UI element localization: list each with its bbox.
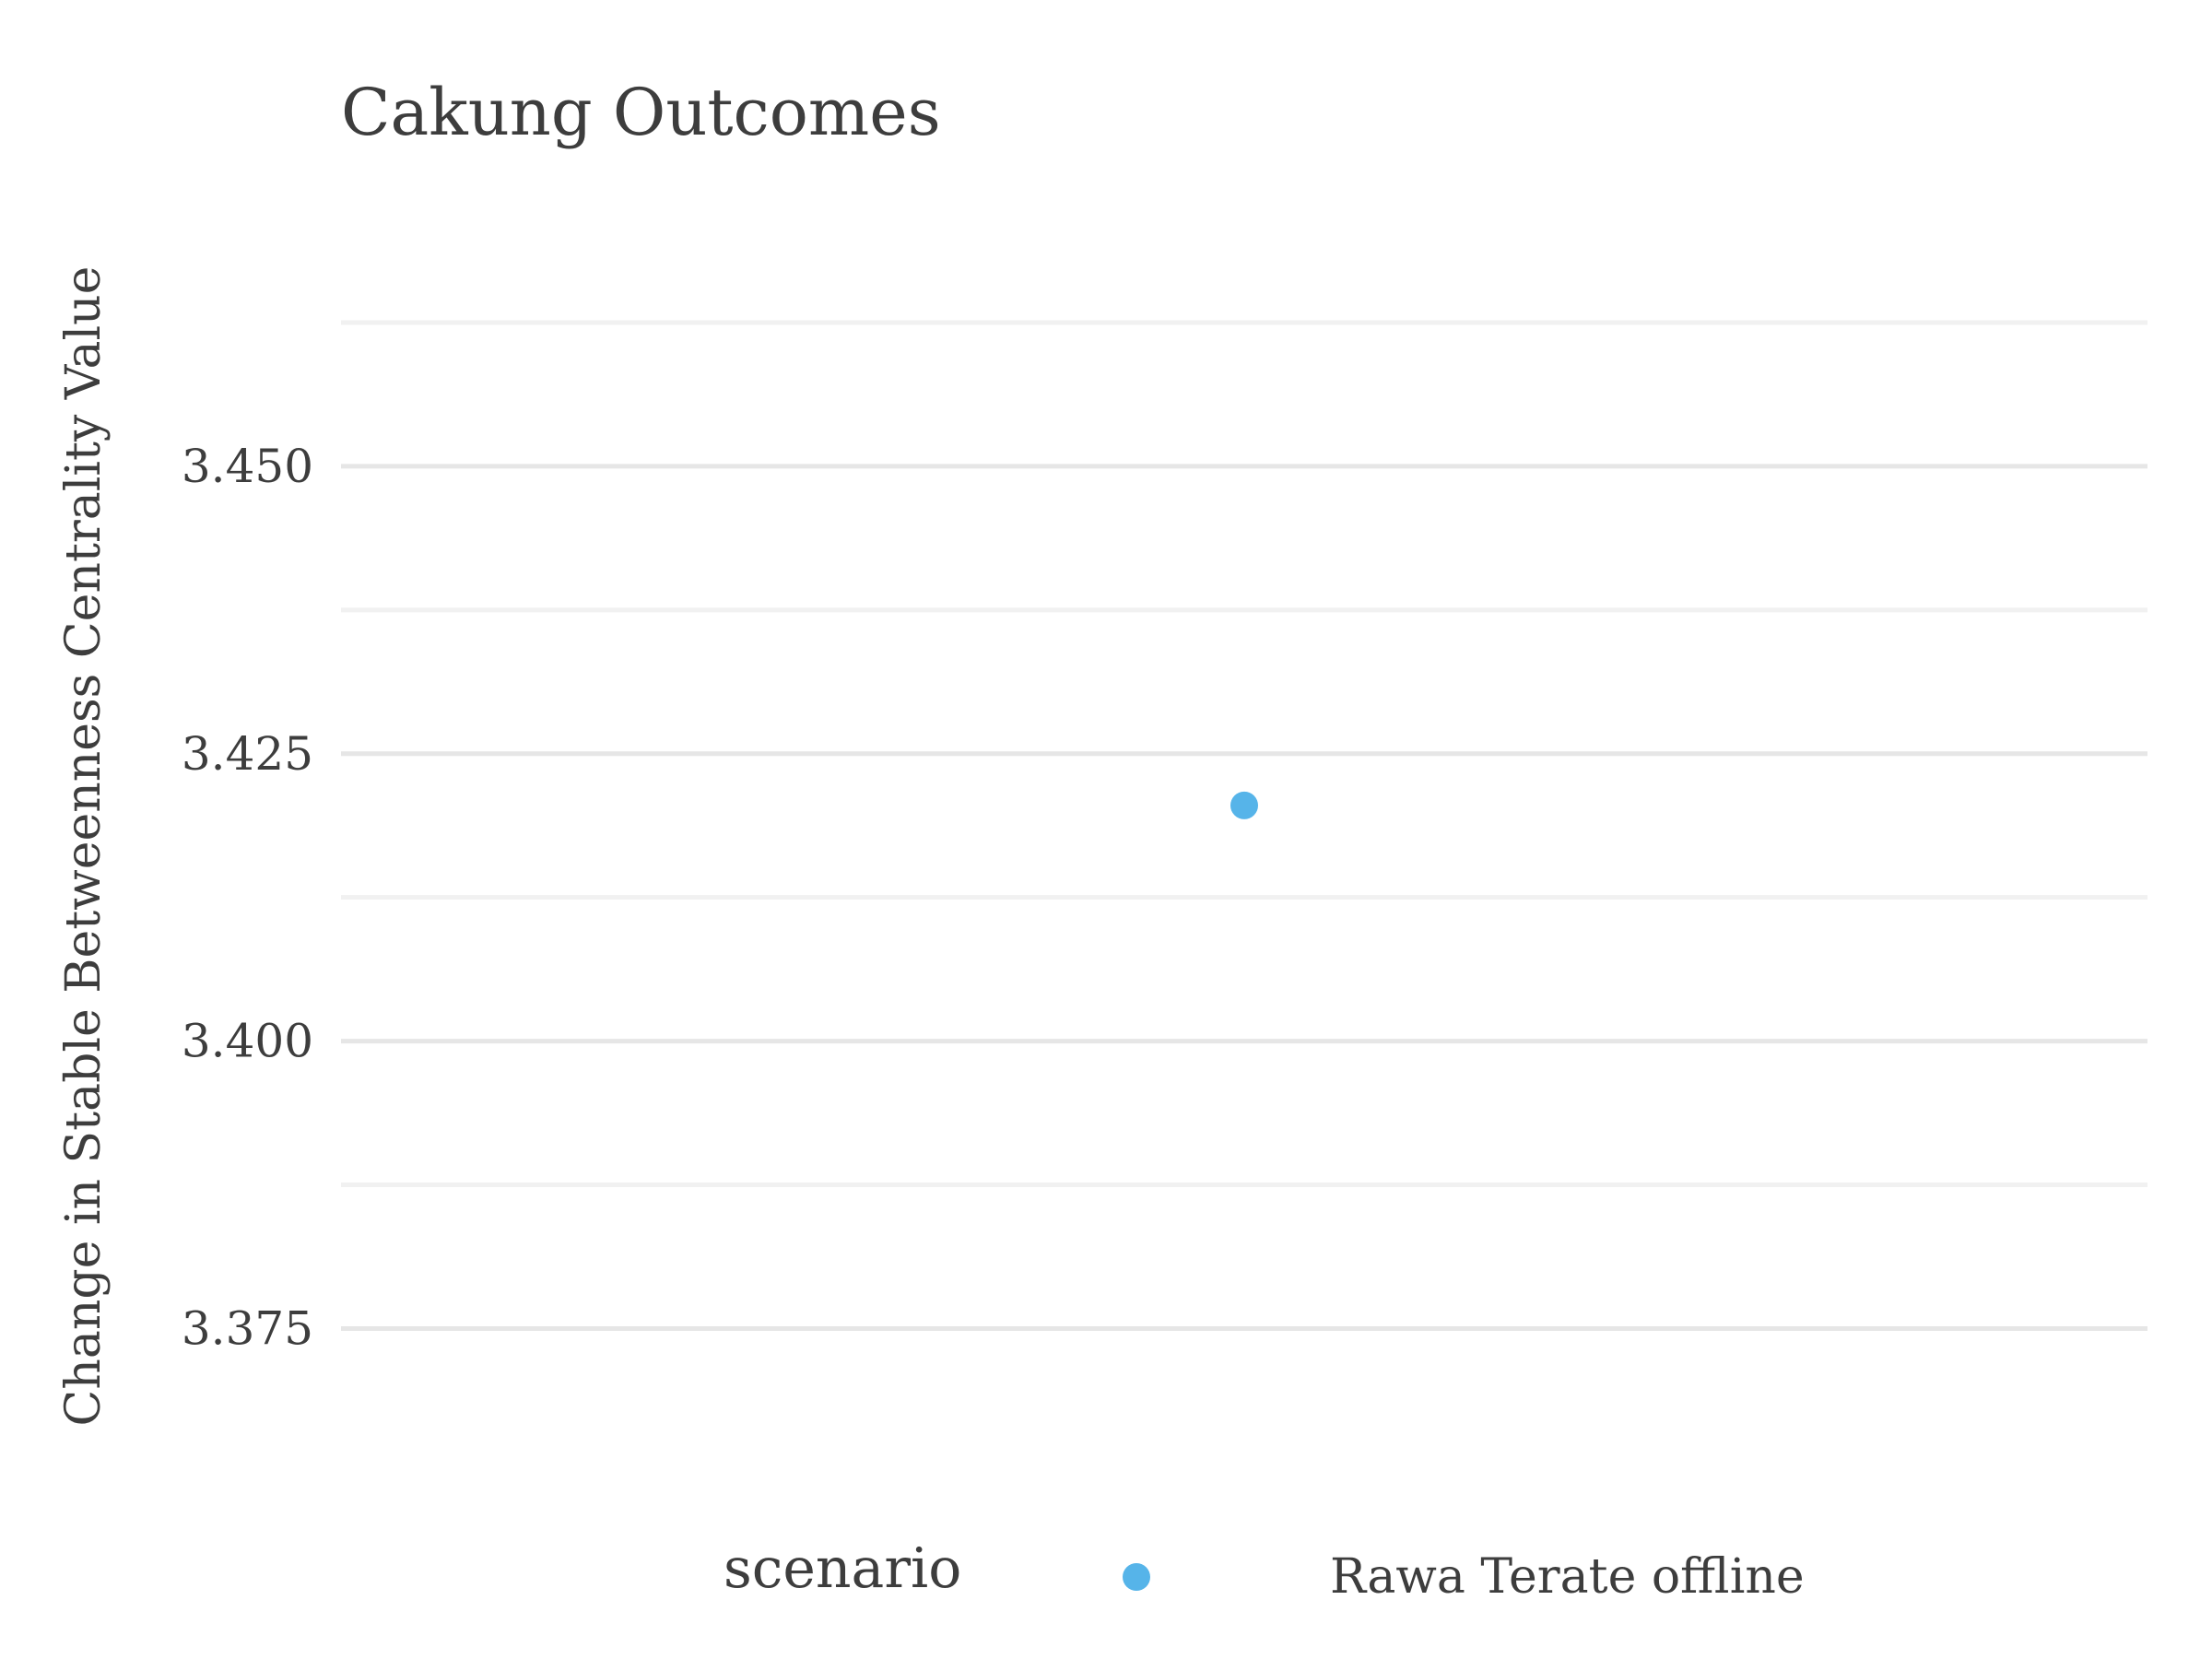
legend-label-rawa-terate-offline: Rawa Terate offline	[1330, 1549, 1805, 1605]
y-tick-label: 3.400	[182, 1015, 313, 1068]
grid-layer	[341, 320, 2147, 1331]
data-point	[1230, 791, 1258, 819]
legend: scenario Rawa Terate offline	[724, 1536, 1805, 1605]
y-tick-label: 3.375	[182, 1301, 313, 1355]
legend-title: scenario	[724, 1536, 961, 1601]
y-axis-title: Change in Stable Betweenness Centrality …	[56, 266, 112, 1427]
y-tick-labels: 3.375 3.400 3.425 3.450	[182, 440, 313, 1356]
data-points	[1230, 791, 1258, 819]
legend-key-rawa-terate-offline	[1123, 1563, 1150, 1591]
y-tick-label: 3.425	[182, 727, 313, 781]
chart-title: Cakung Outcomes	[341, 75, 941, 150]
y-tick-label: 3.450	[182, 440, 313, 493]
